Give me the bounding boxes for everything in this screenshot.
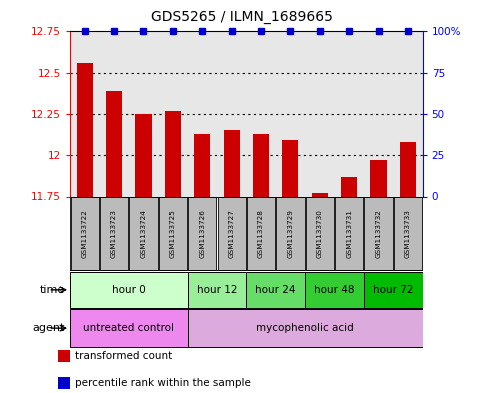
Text: mycophenolic acid: mycophenolic acid bbox=[256, 323, 354, 333]
Text: GSM1133729: GSM1133729 bbox=[287, 209, 293, 258]
Text: GSM1133723: GSM1133723 bbox=[111, 209, 117, 258]
Bar bbox=[187, 309, 423, 347]
Bar bbox=[194, 134, 210, 196]
Bar bbox=[70, 31, 99, 196]
Bar bbox=[334, 31, 364, 196]
Text: GSM1133725: GSM1133725 bbox=[170, 209, 176, 258]
Bar bbox=[393, 31, 423, 196]
Text: time: time bbox=[40, 285, 65, 295]
Bar bbox=[129, 31, 158, 196]
Bar bbox=[312, 193, 328, 196]
Text: hour 72: hour 72 bbox=[373, 285, 413, 295]
Bar bbox=[335, 197, 363, 270]
Text: GSM1133724: GSM1133724 bbox=[141, 209, 146, 258]
Bar bbox=[305, 272, 364, 308]
Bar bbox=[77, 63, 93, 196]
Text: transformed count: transformed count bbox=[75, 351, 172, 361]
Text: GSM1133726: GSM1133726 bbox=[199, 209, 205, 258]
Bar bbox=[400, 142, 416, 196]
Text: hour 24: hour 24 bbox=[256, 285, 296, 295]
Text: GSM1133730: GSM1133730 bbox=[317, 209, 323, 258]
Text: untreated control: untreated control bbox=[83, 323, 174, 333]
Text: GDS5265 / ILMN_1689665: GDS5265 / ILMN_1689665 bbox=[151, 10, 332, 24]
Text: agent: agent bbox=[33, 323, 65, 333]
Bar bbox=[247, 197, 275, 270]
Bar bbox=[106, 91, 122, 196]
Bar bbox=[246, 272, 305, 308]
Bar bbox=[394, 197, 422, 270]
Bar bbox=[364, 31, 393, 196]
Bar bbox=[187, 31, 217, 196]
Text: GSM1133722: GSM1133722 bbox=[82, 209, 88, 258]
Bar bbox=[58, 377, 70, 389]
Bar bbox=[129, 197, 157, 270]
Text: hour 12: hour 12 bbox=[197, 285, 237, 295]
Text: GSM1133732: GSM1133732 bbox=[376, 209, 382, 258]
Bar bbox=[165, 111, 181, 196]
Bar bbox=[70, 309, 187, 347]
Bar bbox=[305, 31, 335, 196]
Bar bbox=[100, 197, 128, 270]
Bar bbox=[224, 130, 240, 196]
Bar bbox=[246, 31, 276, 196]
Bar bbox=[276, 197, 304, 270]
Bar bbox=[70, 272, 187, 308]
Text: GSM1133727: GSM1133727 bbox=[228, 209, 235, 258]
Bar bbox=[253, 134, 269, 196]
Bar bbox=[217, 197, 246, 270]
Bar bbox=[99, 31, 129, 196]
Bar bbox=[365, 197, 393, 270]
Bar bbox=[364, 272, 423, 308]
Text: GSM1133728: GSM1133728 bbox=[258, 209, 264, 258]
Bar bbox=[306, 197, 334, 270]
Bar bbox=[135, 114, 152, 196]
Bar bbox=[158, 31, 187, 196]
Bar bbox=[159, 197, 187, 270]
Bar bbox=[71, 197, 99, 270]
Text: GSM1133733: GSM1133733 bbox=[405, 209, 411, 258]
Bar bbox=[188, 197, 216, 270]
Bar bbox=[341, 177, 357, 196]
Bar bbox=[370, 160, 386, 196]
Text: hour 0: hour 0 bbox=[112, 285, 146, 295]
Text: GSM1133731: GSM1133731 bbox=[346, 209, 352, 258]
Bar bbox=[283, 140, 298, 196]
Bar bbox=[187, 272, 246, 308]
Bar bbox=[58, 350, 70, 362]
Bar bbox=[276, 31, 305, 196]
Bar bbox=[217, 31, 246, 196]
Text: percentile rank within the sample: percentile rank within the sample bbox=[75, 378, 251, 388]
Text: hour 48: hour 48 bbox=[314, 285, 355, 295]
